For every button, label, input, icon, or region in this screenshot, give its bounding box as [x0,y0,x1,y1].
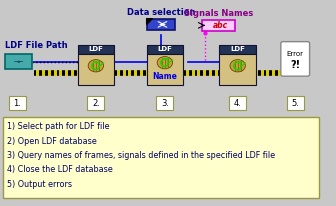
FancyBboxPatch shape [9,96,26,110]
Text: 1.: 1. [13,98,21,108]
Text: 5.: 5. [291,98,299,108]
FancyBboxPatch shape [146,19,175,30]
FancyBboxPatch shape [87,96,104,110]
Text: 3.: 3. [161,98,169,108]
FancyBboxPatch shape [3,117,319,198]
Text: Error: Error [287,51,304,57]
Ellipse shape [88,60,103,72]
Polygon shape [146,19,153,24]
FancyBboxPatch shape [78,54,114,85]
FancyBboxPatch shape [146,44,183,54]
Ellipse shape [230,60,245,72]
Text: abc: abc [213,21,228,30]
Text: LDF: LDF [88,46,103,52]
Text: Name: Name [153,72,177,81]
FancyBboxPatch shape [156,96,173,110]
FancyBboxPatch shape [5,54,32,69]
Text: 1) Select path for LDF file: 1) Select path for LDF file [7,122,109,131]
FancyBboxPatch shape [219,44,256,54]
FancyBboxPatch shape [202,20,235,31]
Text: Data selection: Data selection [127,8,195,17]
FancyBboxPatch shape [146,54,183,85]
Text: 2.: 2. [92,98,100,108]
Text: ⊸╌: ⊸╌ [13,59,23,65]
Text: 5) Output errors: 5) Output errors [7,180,72,189]
Text: Signals Names: Signals Names [184,9,253,18]
Text: 2) Open LDF database: 2) Open LDF database [7,137,96,146]
Text: 4.: 4. [234,98,242,108]
FancyBboxPatch shape [78,44,114,54]
Text: LDF: LDF [158,46,172,52]
Ellipse shape [157,57,172,69]
Text: 4) Close the LDF database: 4) Close the LDF database [7,165,113,174]
FancyBboxPatch shape [229,96,246,110]
FancyBboxPatch shape [287,96,304,110]
Text: LDF: LDF [230,46,245,52]
Text: 3) Query names of frames, signals defined in the specified LDF file: 3) Query names of frames, signals define… [7,151,275,160]
FancyBboxPatch shape [219,54,256,85]
Text: LDF File Path: LDF File Path [5,41,68,50]
Text: ?!: ?! [290,60,300,70]
FancyBboxPatch shape [281,42,309,76]
